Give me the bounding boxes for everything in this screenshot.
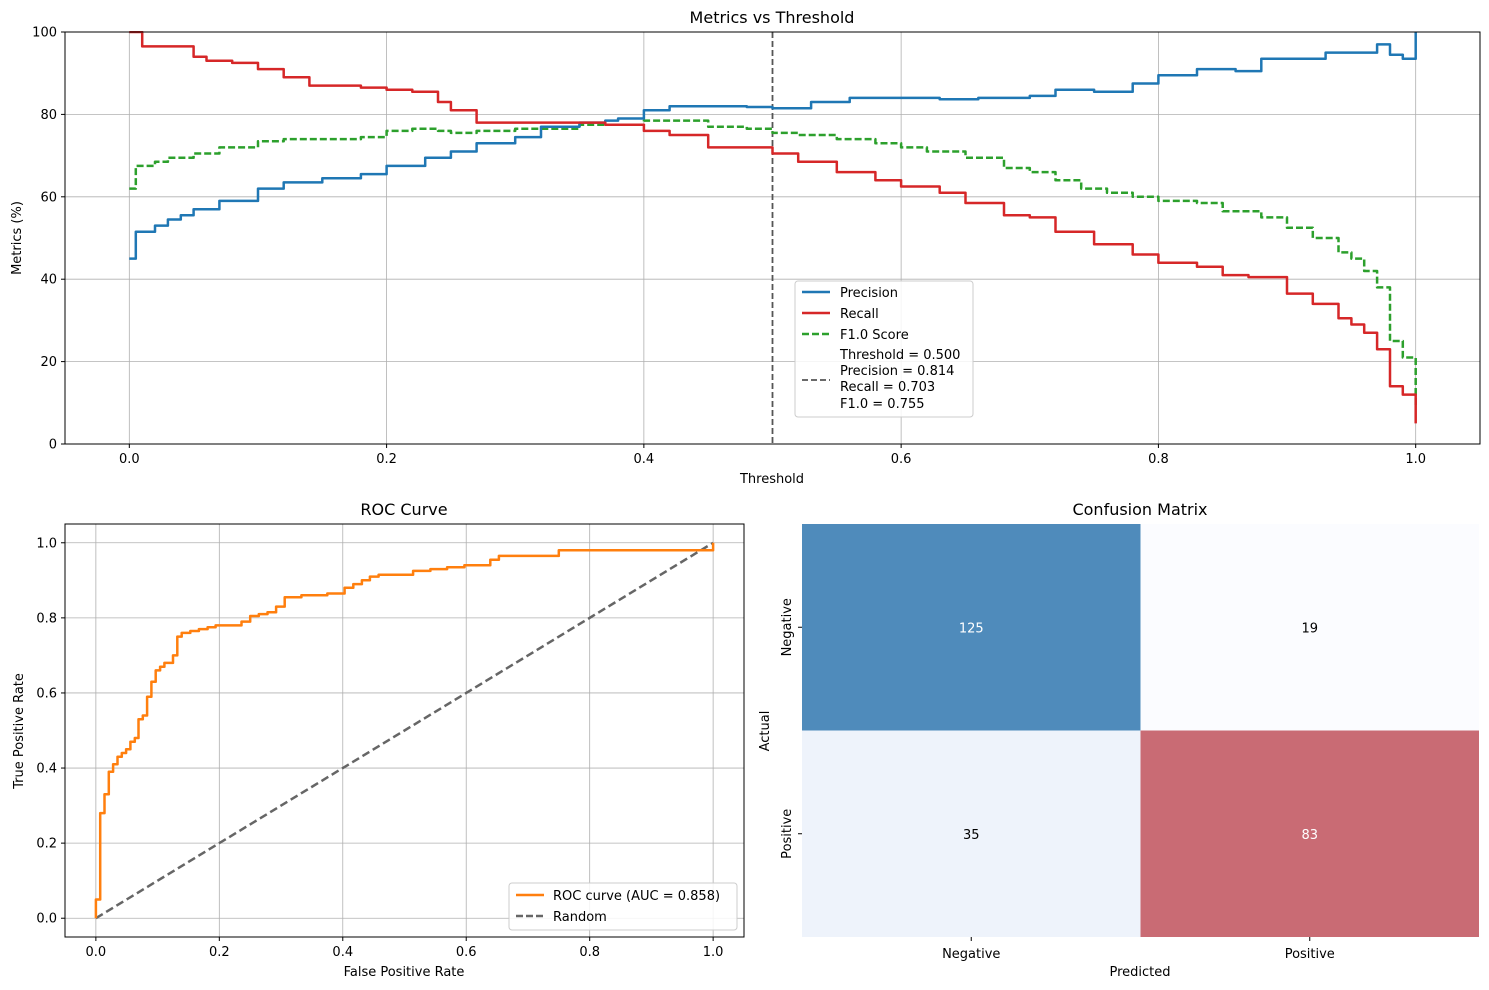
roc-legend-box [508, 882, 738, 931]
roc-xtick-label: 0.6 [456, 945, 477, 960]
legend-threshold-line-4: F1.0 = 0.755 [840, 397, 925, 412]
roc-y-label: True Positive Rate [12, 673, 27, 790]
metrics-ytick-label: 20 [40, 355, 57, 370]
cm-title: Confusion Matrix [1072, 500, 1207, 519]
legend-threshold-line-2: Precision = 0.814 [840, 364, 954, 379]
roc-ytick-label: 1.0 [36, 536, 57, 551]
metrics-ytick-label: 80 [40, 108, 57, 123]
cm-cells: 125 19 35 83 [802, 524, 1479, 937]
roc-chart-title: ROC Curve [360, 500, 447, 519]
recall-line [129, 31, 1417, 424]
f1-score-line [129, 119, 1417, 407]
cm-cell-0-0 [802, 524, 1141, 731]
metrics-threshold-chart: Metrics vs Threshold 0.0 0.2 0.4 0.6 0.8 1.00… [10, 8, 1481, 487]
metrics-ytick-label: 0 [49, 438, 57, 453]
metrics-grid [65, 31, 1480, 445]
roc-ytick-label: 0.6 [36, 686, 57, 701]
metrics-ytick-label: 60 [40, 190, 57, 205]
metrics-xtick-label: 0.4 [634, 452, 655, 467]
legend-threshold-line-1: Threshold = 0.500 [839, 348, 960, 363]
metrics-xtick-label: 0.6 [891, 452, 912, 467]
metrics-y-label: Metrics (%) [10, 201, 25, 275]
random-line [95, 541, 714, 920]
roc-xtick-label: 0.2 [209, 945, 230, 960]
cm-ticks: Negative Positive Negative Positive [780, 598, 1335, 962]
legend-random-label: Random [553, 910, 607, 925]
roc-chart: ROC Curve 0.0 0.2 0.4 0.6 0.8 1.0 0.0 0.2 0.4 0.6… [12, 500, 745, 980]
roc-ytick-label: 0.8 [36, 611, 57, 626]
roc-series [94, 541, 715, 920]
metrics-ticks: 0.0 0.2 0.4 0.6 0.8 1.0 0 20 40 60 80 100 [32, 26, 1426, 468]
roc-xtick-label: 1.0 [703, 945, 724, 960]
roc-curve-line [94, 542, 715, 919]
roc-ytick-label: 0.0 [36, 912, 57, 927]
metrics-legend: Precision Recall F1.0 Score Threshold = … [794, 280, 974, 418]
metrics-series-layer [129, 31, 1417, 444]
cm-xtick-label: Negative [942, 947, 1000, 962]
cm-x-label: Predicted [1109, 965, 1170, 980]
legend-roc-label: ROC curve (AUC = 0.858) [553, 889, 720, 904]
metrics-legend-box [794, 280, 974, 418]
confusion-matrix: Confusion Matrix 125 19 35 83 Negative Posit… [758, 500, 1479, 980]
metrics-plot-frame [64, 31, 1481, 445]
metrics-chart-title: Metrics vs Threshold [690, 8, 855, 27]
cm-value-0-0: 125 [959, 621, 984, 636]
roc-legend: ROC curve (AUC = 0.858) Random [508, 882, 738, 931]
roc-xtick-label: 0.4 [332, 945, 353, 960]
roc-xtick-label: 0.0 [86, 945, 107, 960]
cm-ytick-label: Negative [780, 598, 795, 656]
legend-recall-label: Recall [840, 307, 879, 322]
metrics-ytick-label: 100 [32, 26, 57, 41]
cm-cell-0-1 [1140, 524, 1479, 731]
cm-y-label: Actual [758, 711, 773, 752]
legend-threshold-line-3: Recall = 0.703 [840, 380, 935, 395]
metrics-xtick-label: 0.2 [376, 452, 397, 467]
metrics-xtick-label: 0.8 [1148, 452, 1169, 467]
metrics-ytick-label: 40 [40, 273, 57, 288]
roc-xtick-label: 0.8 [579, 945, 600, 960]
roc-ytick-label: 0.2 [36, 837, 57, 852]
cm-cell-1-1 [1140, 730, 1479, 937]
legend-f1-label: F1.0 Score [840, 328, 909, 343]
precision-line [129, 32, 1417, 260]
metrics-xtick-label: 1.0 [1405, 452, 1426, 467]
metrics-series [129, 31, 1417, 444]
metrics-xtick-label: 0.0 [119, 452, 140, 467]
cm-xtick-label: Positive [1285, 947, 1335, 962]
roc-plot-frame [64, 523, 745, 938]
legend-precision-label: Precision [840, 286, 898, 301]
roc-ticks: 0.0 0.2 0.4 0.6 0.8 1.0 0.0 0.2 0.4 0.6 0.8 1.0 [36, 536, 723, 960]
roc-ytick-label: 0.4 [36, 762, 57, 777]
cm-value-0-1: 19 [1301, 621, 1318, 636]
cm-cell-1-0 [802, 730, 1141, 937]
cm-value-1-1: 83 [1301, 828, 1318, 843]
metrics-x-label: Threshold [739, 472, 804, 487]
roc-x-label: False Positive Rate [344, 965, 465, 980]
cm-value-1-0: 35 [963, 828, 980, 843]
cm-ytick-label: Positive [780, 809, 795, 859]
